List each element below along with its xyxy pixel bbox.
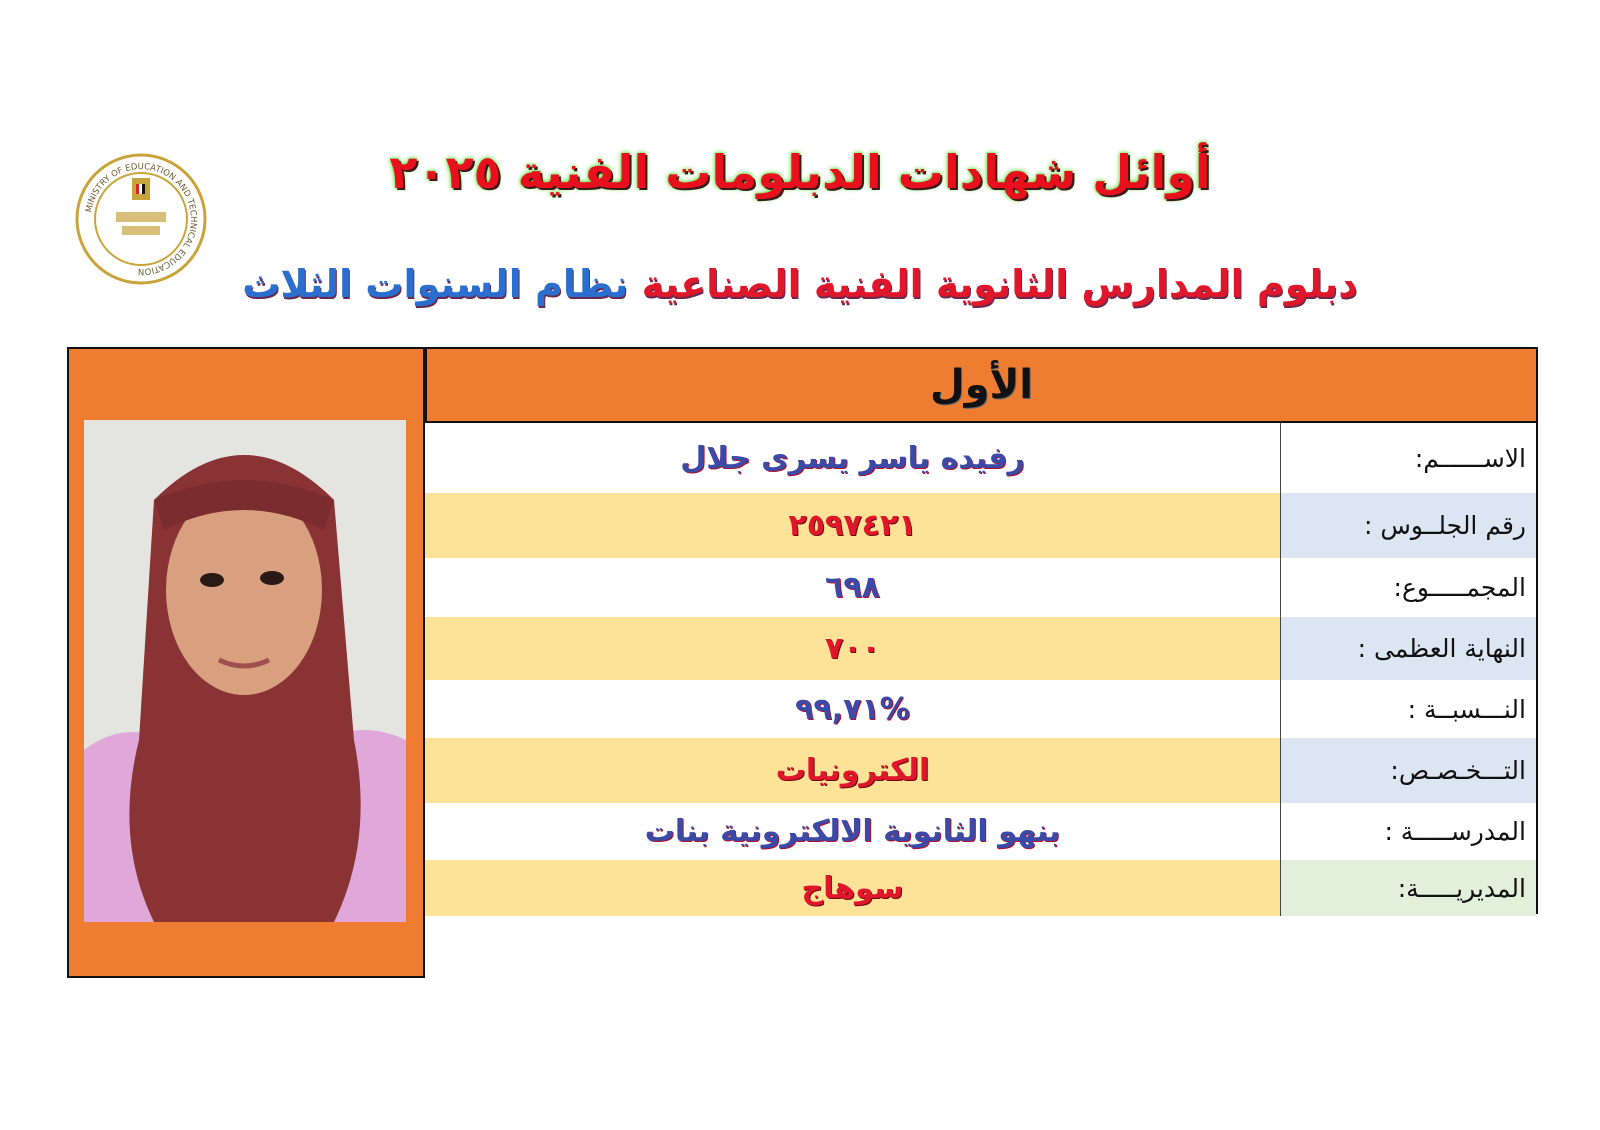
table-row: المجمـــــوع: ٦٩٨ — [425, 558, 1536, 618]
field-label: المجمـــــوع: — [1280, 558, 1536, 617]
field-value: سوهاج — [425, 860, 1280, 916]
field-label: النهاية العظمى : — [1280, 617, 1536, 680]
rank-label: الأول — [929, 362, 1034, 408]
field-value: الكترونيات — [425, 738, 1280, 803]
table-row: رقم الجلــوس : ٢٥٩٧٤٢١ — [425, 493, 1536, 559]
result-table: الأول الاســــــم: رفيده ياسر يسرى جلال ر… — [425, 347, 1538, 916]
field-value: رفيده ياسر يسرى جلال — [425, 423, 1280, 493]
table-row: النـــسبــة : %٩٩,٧١ — [425, 680, 1536, 739]
field-value: بنهو الثانوية الالكترونية بنات — [425, 803, 1280, 860]
table-row: الاســــــم: رفيده ياسر يسرى جلال — [425, 423, 1536, 494]
field-value: ٢٥٩٧٤٢١ — [425, 493, 1280, 558]
subtitle-system: نظام السنوات الثلاث — [242, 262, 629, 306]
field-label: التـــخـصـص: — [1280, 738, 1536, 803]
field-label: رقم الجلــوس : — [1280, 493, 1536, 558]
field-label: النـــسبــة : — [1280, 680, 1536, 738]
field-label: المديريـــــة: — [1280, 860, 1536, 916]
field-value: ٧٠٠ — [425, 617, 1280, 680]
table-row: المدرســـــة : بنهو الثانوية الالكترونية… — [425, 803, 1536, 861]
page-title: أوائل شهادات الدبلومات الفنية ٢٠٢٥ — [389, 145, 1211, 199]
field-value: %٩٩,٧١ — [425, 680, 1280, 738]
table-row: النهاية العظمى : ٧٠٠ — [425, 617, 1536, 681]
field-value: ٦٩٨ — [425, 558, 1280, 617]
field-label: الاســــــم: — [1280, 423, 1536, 493]
subtitle-diploma: دبلوم المدارس الثانوية الفنية الصناعية — [641, 262, 1358, 306]
rank-header: الأول — [425, 349, 1536, 424]
table-row: التـــخـصـص: الكترونيات — [425, 738, 1536, 804]
student-photo — [84, 420, 406, 922]
table-row: المديريـــــة: سوهاج — [425, 860, 1536, 916]
field-label: المدرســـــة : — [1280, 803, 1536, 860]
page-subtitle: دبلوم المدارس الثانوية الفنية الصناعية ن… — [230, 262, 1370, 306]
ministry-logo: MINISTRY OF EDUCATION AND TECHNICAL EDUC… — [75, 153, 207, 285]
